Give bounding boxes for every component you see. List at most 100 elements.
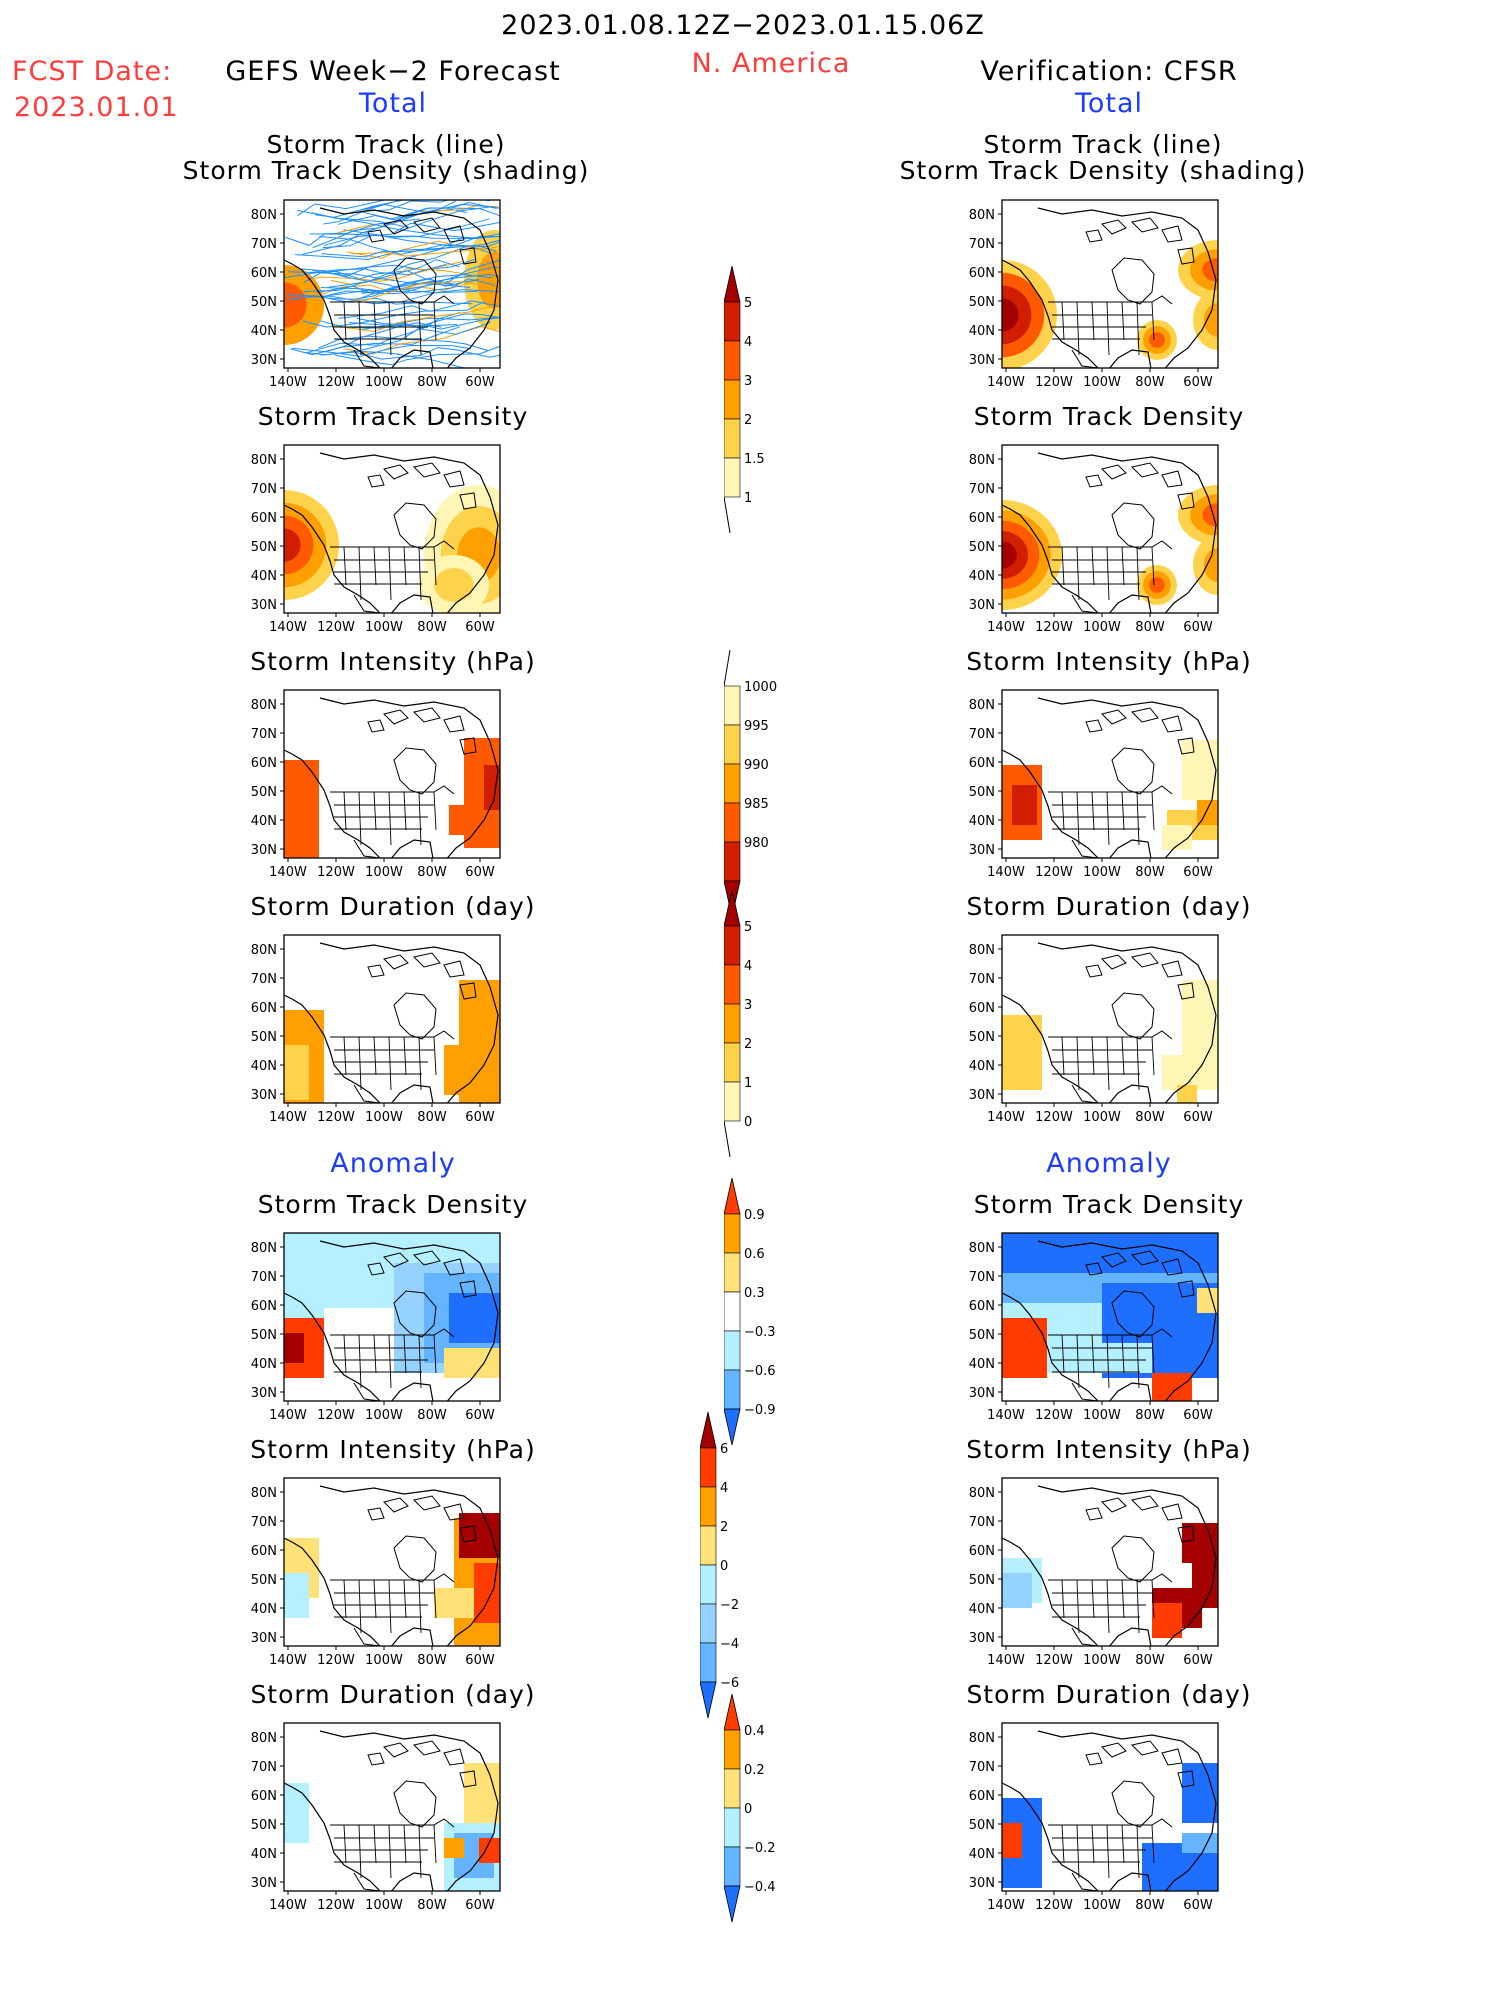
svg-text:60W: 60W xyxy=(465,620,495,635)
svg-text:60N: 60N xyxy=(969,1001,995,1016)
svg-text:50N: 50N xyxy=(969,1573,995,1588)
svg-text:30N: 30N xyxy=(969,1876,995,1891)
map-intensity-anom-cfsr: 80N 70N 60N 50N 40N 30N 140W 120W 100W 80W 60W xyxy=(966,1472,1228,1670)
svg-text:60N: 60N xyxy=(969,756,995,771)
map-track-line-fcst: 80N 70N 60N 50N 40N 30N 140W 120W 100W 80W 60W xyxy=(248,194,510,392)
svg-text:−0.9: −0.9 xyxy=(744,1403,776,1418)
map-density-anom-cfsr: 80N 70N 60N 50N 40N 30N 140W 120W 100W 80W 60W xyxy=(966,1227,1228,1425)
svg-text:2: 2 xyxy=(720,1520,728,1535)
svg-text:60W: 60W xyxy=(465,1408,495,1423)
svg-text:50N: 50N xyxy=(251,1573,277,1588)
svg-text:60W: 60W xyxy=(465,865,495,880)
svg-text:40N: 40N xyxy=(251,1847,277,1862)
svg-text:40N: 40N xyxy=(251,1602,277,1617)
svg-text:60W: 60W xyxy=(465,1110,495,1125)
svg-text:80N: 80N xyxy=(251,453,277,468)
svg-text:0.2: 0.2 xyxy=(744,1763,765,1778)
svg-text:0: 0 xyxy=(744,1115,752,1130)
svg-text:50N: 50N xyxy=(251,295,277,310)
svg-text:60N: 60N xyxy=(969,266,995,281)
svg-text:50N: 50N xyxy=(251,1818,277,1833)
svg-text:120W: 120W xyxy=(1035,375,1073,390)
svg-text:1.5: 1.5 xyxy=(744,452,765,467)
svg-text:0.4: 0.4 xyxy=(744,1724,765,1739)
svg-text:140W: 140W xyxy=(987,620,1025,635)
svg-text:2: 2 xyxy=(744,413,752,428)
svg-text:50N: 50N xyxy=(969,540,995,555)
svg-text:0: 0 xyxy=(720,1559,728,1574)
svg-text:120W: 120W xyxy=(1035,865,1073,880)
svg-text:80W: 80W xyxy=(417,1408,447,1423)
svg-text:140W: 140W xyxy=(987,865,1025,880)
svg-text:60N: 60N xyxy=(251,756,277,771)
svg-text:70N: 70N xyxy=(969,1270,995,1285)
svg-text:70N: 70N xyxy=(251,1760,277,1775)
map-intensity-cfsr: 80N 70N 60N 50N 40N 30N 140W 120W 100W 80W 60W xyxy=(966,684,1228,882)
svg-text:40N: 40N xyxy=(969,1059,995,1074)
map-intensity-fcst: 80N 70N 60N 50N 40N 30N 140W 120W 100W 80W 60W xyxy=(248,684,510,882)
svg-text:60W: 60W xyxy=(465,375,495,390)
svg-text:120W: 120W xyxy=(1035,1408,1073,1423)
svg-text:120W: 120W xyxy=(317,375,355,390)
svg-text:140W: 140W xyxy=(269,865,307,880)
title-duration-fcst: Storm Duration (day) xyxy=(250,892,536,921)
svg-text:80N: 80N xyxy=(251,1486,277,1501)
svg-text:140W: 140W xyxy=(987,1653,1025,1668)
svg-text:80N: 80N xyxy=(251,1731,277,1746)
svg-text:4: 4 xyxy=(744,335,752,350)
svg-text:80N: 80N xyxy=(969,1486,995,1501)
svg-text:80W: 80W xyxy=(417,1110,447,1125)
svg-text:30N: 30N xyxy=(969,1088,995,1103)
svg-text:80N: 80N xyxy=(969,943,995,958)
svg-text:120W: 120W xyxy=(317,620,355,635)
svg-text:−6: −6 xyxy=(720,1676,739,1691)
svg-text:80W: 80W xyxy=(417,375,447,390)
title-intensity-anom-cfsr: Storm Intensity (hPa) xyxy=(966,1435,1252,1464)
title-intensity-anom-fcst: Storm Intensity (hPa) xyxy=(250,1435,536,1464)
svg-text:30N: 30N xyxy=(969,1386,995,1401)
svg-text:100W: 100W xyxy=(1083,1110,1121,1125)
svg-text:100W: 100W xyxy=(365,1653,403,1668)
fcst-date-value: 2023.01.01 xyxy=(14,92,179,123)
svg-text:100W: 100W xyxy=(1083,1898,1121,1913)
svg-text:100W: 100W xyxy=(1083,1408,1121,1423)
svg-text:40N: 40N xyxy=(969,1847,995,1862)
svg-text:70N: 70N xyxy=(251,1515,277,1530)
colorbar-intensity-anom: 6 4 2 0 −2 −4 −6 xyxy=(699,1411,810,1804)
svg-text:4: 4 xyxy=(744,959,752,974)
svg-text:60W: 60W xyxy=(1183,620,1213,635)
svg-text:80W: 80W xyxy=(1135,1653,1165,1668)
title-density-anom-cfsr: Storm Track Density xyxy=(973,1190,1245,1219)
svg-text:60W: 60W xyxy=(465,1653,495,1668)
svg-text:100W: 100W xyxy=(365,1408,403,1423)
svg-text:40N: 40N xyxy=(251,1059,277,1074)
svg-text:80W: 80W xyxy=(1135,1898,1165,1913)
map-density-cfsr: 80N 70N 60N 50N 40N 30N 140W 120W 100W 80W 60W xyxy=(966,439,1228,637)
svg-text:60N: 60N xyxy=(969,1544,995,1559)
svg-text:80N: 80N xyxy=(969,1241,995,1256)
fcst-date-label: FCST Date: xyxy=(12,56,173,87)
svg-text:1000: 1000 xyxy=(744,680,777,695)
title-duration-anom-fcst: Storm Duration (day) xyxy=(250,1680,536,1709)
svg-text:60W: 60W xyxy=(1183,865,1213,880)
svg-text:70N: 70N xyxy=(969,1760,995,1775)
svg-text:80W: 80W xyxy=(1135,620,1165,635)
svg-text:70N: 70N xyxy=(969,237,995,252)
svg-text:140W: 140W xyxy=(987,1408,1025,1423)
colorbar-intensity-total: 1000 995 990 985 980 xyxy=(723,649,834,964)
svg-text:60N: 60N xyxy=(969,511,995,526)
map-duration-cfsr: 80N 70N 60N 50N 40N 30N 140W 120W 100W 80W 60W xyxy=(966,929,1228,1127)
svg-text:80N: 80N xyxy=(251,208,277,223)
svg-text:40N: 40N xyxy=(969,1602,995,1617)
svg-text:100W: 100W xyxy=(365,865,403,880)
svg-text:30N: 30N xyxy=(969,598,995,613)
svg-text:60N: 60N xyxy=(969,1299,995,1314)
svg-text:60W: 60W xyxy=(1183,1408,1213,1423)
svg-text:80W: 80W xyxy=(1135,1408,1165,1423)
colorbar-duration-anom: 0.4 0.2 0 −0.2 −0.4 xyxy=(723,1693,834,2008)
period-title: 2023.01.08.12Z−2023.01.15.06Z xyxy=(501,10,985,41)
title-duration-cfsr: Storm Duration (day) xyxy=(966,892,1252,921)
svg-text:50N: 50N xyxy=(969,295,995,310)
map-density-fcst: 80N 70N 60N 50N 40N 30N 140W 120W 100W 80W 60W xyxy=(248,439,510,637)
svg-text:100W: 100W xyxy=(1083,865,1121,880)
